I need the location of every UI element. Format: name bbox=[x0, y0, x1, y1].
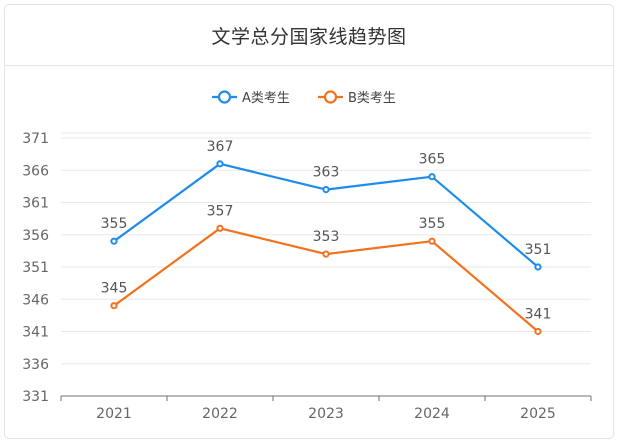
legend-marker-icon bbox=[217, 90, 232, 104]
x-tick-label: 2022 bbox=[202, 406, 238, 422]
grid-lines bbox=[61, 132, 591, 365]
legend-label: A类考生 bbox=[242, 91, 290, 106]
y-tick-label: 361 bbox=[22, 196, 49, 212]
x-tick-label: 2021 bbox=[96, 406, 132, 422]
data-label: 341 bbox=[525, 307, 552, 323]
legend-marker-icon bbox=[323, 90, 338, 104]
y-tick-label: 336 bbox=[22, 357, 49, 373]
data-point bbox=[322, 186, 330, 194]
data-point bbox=[216, 224, 224, 232]
data-point bbox=[322, 250, 330, 258]
data-point bbox=[428, 237, 436, 245]
legend[interactable]: A类考生 B类考生 bbox=[212, 90, 396, 106]
series-group: 355 367 363 365 351 345 357 353 355 341 bbox=[101, 139, 552, 336]
data-point bbox=[534, 327, 542, 336]
y-tick-label: 346 bbox=[22, 292, 49, 308]
y-tick-label: 366 bbox=[22, 163, 49, 179]
data-label: 355 bbox=[101, 216, 128, 232]
data-label: 351 bbox=[525, 242, 552, 258]
data-point bbox=[428, 173, 436, 181]
data-label: 355 bbox=[419, 216, 446, 232]
y-tick-label: 331 bbox=[22, 389, 49, 405]
y-tick-label: 371 bbox=[22, 131, 49, 147]
data-label: 367 bbox=[207, 139, 234, 155]
data-label: 353 bbox=[313, 229, 340, 245]
data-label: 363 bbox=[313, 165, 340, 181]
data-label: 345 bbox=[101, 281, 128, 297]
chart-card: 文学总分国家线趋势图 bbox=[4, 4, 614, 439]
card-header: 文学总分国家线趋势图 bbox=[5, 5, 613, 66]
data-point bbox=[534, 263, 542, 271]
data-label: 357 bbox=[207, 203, 234, 219]
legend-item-b[interactable]: B类考生 bbox=[318, 90, 396, 106]
x-tick-label: 2025 bbox=[520, 406, 556, 422]
data-point bbox=[110, 237, 118, 245]
x-tick-label: 2024 bbox=[414, 406, 450, 422]
data-label: 365 bbox=[419, 152, 446, 168]
chart-title: 文学总分国家线趋势图 bbox=[211, 25, 407, 48]
y-tick-label: 341 bbox=[22, 325, 49, 341]
data-point bbox=[110, 302, 118, 310]
legend-label: B类考生 bbox=[348, 91, 396, 106]
x-axis: 2021 2022 2023 2024 2025 bbox=[60, 395, 592, 422]
y-axis: 331 336 341 346 351 356 361 366 371 bbox=[22, 131, 49, 405]
y-tick-label: 356 bbox=[22, 228, 49, 244]
legend-item-a[interactable]: A类考生 bbox=[212, 90, 290, 106]
data-point bbox=[216, 160, 224, 168]
x-tick-label: 2023 bbox=[308, 406, 344, 422]
y-tick-label: 351 bbox=[22, 260, 49, 276]
